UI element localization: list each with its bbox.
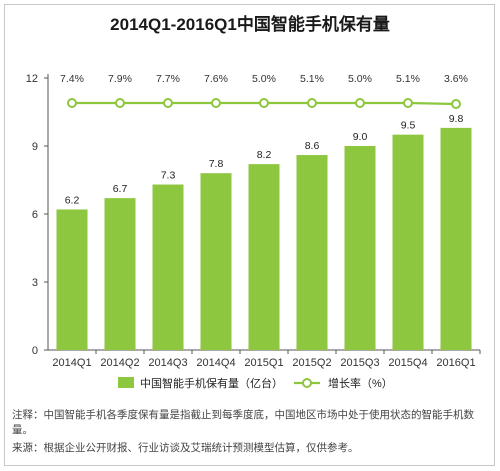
bar — [296, 155, 328, 350]
bar — [248, 164, 280, 350]
bar — [392, 134, 424, 350]
bar-value-label: 6.7 — [113, 183, 128, 195]
legend-bar-swatch — [118, 377, 134, 388]
bar — [104, 198, 136, 350]
note-line-1: 注释：中国智能手机各季度保有量是指截止到每季度底，中国地区市场中处于使用状态的智… — [12, 409, 474, 421]
x-tick-label: 2014Q1 — [52, 357, 91, 369]
growth-rate-label: 5.0% — [348, 73, 372, 85]
growth-rate-label: 7.7% — [156, 73, 180, 85]
growth-rate-point — [67, 98, 77, 108]
growth-rate-point — [163, 98, 173, 108]
x-tick-label: 2014Q2 — [100, 357, 139, 369]
x-tick-label: 2016Q1 — [436, 357, 475, 369]
bar-value-label: 9.5 — [401, 120, 416, 132]
growth-rate-point — [355, 98, 365, 108]
y-tick-label: 0 — [32, 345, 38, 357]
bar-value-label: 6.2 — [65, 194, 80, 206]
bar — [56, 209, 88, 350]
y-tick-label: 6 — [32, 209, 38, 221]
growth-rate-point — [403, 98, 413, 108]
growth-rate-point — [115, 98, 125, 108]
x-tick-label: 2014Q4 — [196, 357, 235, 369]
bar-value-label: 7.3 — [161, 170, 176, 182]
chart-title: 2014Q1-2016Q1中国智能手机保有量 — [110, 15, 390, 34]
growth-rate-label: 7.9% — [108, 73, 132, 85]
legend-bar-label: 中国智能手机保有量（亿台） — [140, 376, 283, 390]
growth-rate-point — [307, 98, 317, 108]
growth-rate-label: 5.1% — [396, 73, 420, 85]
source-note: 来源：根据企业公开财报、行业访谈及艾瑞统计预测模型估算，仅供参考。 — [12, 442, 359, 454]
legend-line-label: 增长率（%） — [328, 376, 393, 390]
x-tick-label: 2015Q4 — [388, 357, 427, 369]
growth-rate-label: 5.0% — [252, 73, 276, 85]
growth-rate-label: 3.6% — [444, 73, 468, 85]
bar-value-label: 7.8 — [209, 158, 224, 170]
legend-line-marker — [302, 378, 312, 388]
bar-value-label: 8.6 — [305, 140, 320, 152]
growth-rate-point — [211, 98, 221, 108]
bar — [344, 146, 376, 350]
growth-rate-point — [259, 98, 269, 108]
bar-value-label: 8.2 — [257, 149, 272, 161]
note-line-2: 量。 — [12, 424, 33, 436]
growth-rate-label: 7.6% — [204, 73, 228, 85]
growth-rate-label: 7.4% — [60, 73, 84, 85]
growth-rate-label: 5.1% — [300, 73, 324, 85]
bar-value-label: 9.0 — [353, 131, 368, 143]
bar — [152, 184, 184, 350]
growth-rate-point — [451, 99, 461, 109]
x-tick-label: 2015Q1 — [244, 357, 283, 369]
bar-value-label: 9.8 — [449, 113, 464, 125]
x-tick-label: 2015Q2 — [292, 357, 331, 369]
bar — [200, 173, 232, 350]
y-tick-label: 12 — [26, 73, 38, 85]
bar — [440, 127, 472, 350]
x-tick-label: 2014Q3 — [148, 357, 187, 369]
y-tick-label: 3 — [32, 277, 38, 289]
y-tick-label: 9 — [32, 141, 38, 153]
x-tick-label: 2015Q3 — [340, 357, 379, 369]
